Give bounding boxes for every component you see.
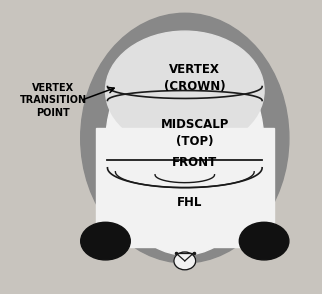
Text: VERTEX
(CROWN): VERTEX (CROWN) bbox=[164, 63, 225, 93]
Ellipse shape bbox=[239, 222, 289, 260]
Ellipse shape bbox=[81, 222, 130, 260]
Ellipse shape bbox=[81, 13, 289, 263]
Text: MIDSCALP
(TOP): MIDSCALP (TOP) bbox=[161, 118, 229, 148]
Text: FRONT: FRONT bbox=[172, 156, 217, 169]
Text: FHL: FHL bbox=[177, 196, 203, 208]
Ellipse shape bbox=[174, 252, 196, 270]
FancyBboxPatch shape bbox=[96, 128, 274, 247]
Ellipse shape bbox=[106, 37, 264, 255]
Text: VERTEX
TRANSITION
POINT: VERTEX TRANSITION POINT bbox=[19, 83, 87, 118]
Ellipse shape bbox=[106, 31, 264, 150]
